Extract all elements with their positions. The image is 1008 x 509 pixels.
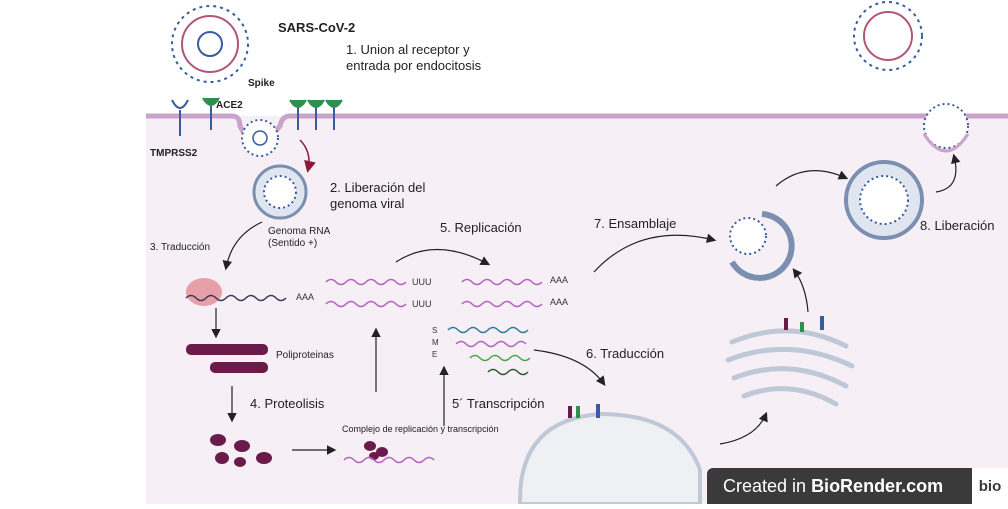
step-4-label: 4. Proteolisis bbox=[250, 396, 325, 411]
e-label: E bbox=[432, 350, 438, 359]
arrow-to-vesicle bbox=[775, 170, 849, 187]
rna-strand-1 bbox=[325, 278, 407, 286]
arrow-replication bbox=[395, 248, 491, 266]
biorender-logo-icon: bio bbox=[972, 468, 1008, 504]
aaa-label-3: AAA bbox=[550, 297, 569, 307]
tmprss2-receptor bbox=[171, 99, 189, 136]
aaa-label-2: AAA bbox=[550, 275, 569, 285]
s-label: S bbox=[432, 326, 438, 335]
step-7-label: 7. Ensamblaje bbox=[594, 216, 677, 231]
sg-rna-n bbox=[487, 368, 529, 376]
arrow-release bbox=[935, 153, 961, 193]
virus-top bbox=[171, 5, 249, 83]
tmprss2-label: TMPRSS2 bbox=[150, 148, 198, 159]
ribosome bbox=[186, 278, 222, 306]
golgi-apparatus bbox=[725, 328, 855, 407]
sg-rna-m bbox=[455, 340, 527, 348]
virus-endocytosis bbox=[241, 119, 279, 157]
arrow-golgi-to-assembly bbox=[792, 268, 809, 313]
uuu-label-2: UUU bbox=[412, 299, 432, 309]
ace2-label: ACE2 bbox=[216, 100, 243, 111]
arrow-translation bbox=[222, 221, 263, 271]
complex-label: Complejo de replicación y transcripción bbox=[342, 424, 499, 434]
polyprotein-long bbox=[186, 344, 268, 355]
rna-strand-3 bbox=[461, 278, 543, 286]
step-1-label: 1. Union al receptor y entrada por endoc… bbox=[346, 42, 482, 73]
step-6-label: 6. Traducción bbox=[586, 346, 665, 361]
watermark-brand: BioRender.com bbox=[811, 475, 944, 496]
virus-released-top bbox=[853, 1, 923, 71]
golgi-proteins bbox=[784, 316, 824, 332]
virus-budding bbox=[922, 103, 970, 153]
complex-rna bbox=[343, 456, 435, 464]
biorender-watermark[interactable]: Created in BioRender.com bio bbox=[707, 468, 1008, 504]
sg-rna-e bbox=[469, 354, 531, 362]
rna-strand-2 bbox=[325, 300, 407, 308]
cleaved-proteins bbox=[210, 434, 272, 467]
arrow-endocytosis bbox=[299, 139, 316, 173]
watermark-prefix: Created in bbox=[723, 475, 812, 496]
arrow-translation-6 bbox=[533, 349, 606, 386]
genome-rna bbox=[185, 294, 287, 302]
polyprotein-short bbox=[210, 362, 268, 373]
endosome-virus bbox=[252, 164, 308, 220]
arrow-er-to-golgi bbox=[719, 411, 768, 445]
arrow-assembly bbox=[593, 233, 717, 273]
polyproteins-label: Poliproteinas bbox=[276, 350, 334, 361]
watermark-text: Created in BioRender.com bbox=[707, 476, 972, 497]
endoplasmic-reticulum bbox=[518, 411, 702, 506]
step-3-label: 3. Traducción bbox=[150, 242, 211, 253]
genome-label: Genoma RNA (Sentido +) bbox=[268, 226, 330, 249]
rna-strand-4 bbox=[461, 300, 543, 308]
aaa-label-1: AAA bbox=[296, 292, 315, 302]
sg-rna-s bbox=[447, 326, 529, 334]
ace2-receptors bbox=[202, 97, 343, 130]
vesicle-virus bbox=[844, 160, 924, 240]
virus-name-label: SARS-CoV-2 bbox=[278, 20, 356, 35]
m-label: M bbox=[432, 338, 439, 347]
er-proteins bbox=[568, 404, 600, 418]
step-5-label: 5. Replicación bbox=[440, 220, 522, 235]
assembly-virus bbox=[729, 211, 795, 281]
step-5b-label: 5´ Transcripción bbox=[452, 396, 545, 411]
step-2-label: 2. Liberación del genoma viral bbox=[330, 180, 426, 211]
step-8-label: 8. Liberación bbox=[920, 218, 995, 233]
uuu-label-1: UUU bbox=[412, 277, 432, 287]
spike-label: Spike bbox=[248, 78, 275, 89]
